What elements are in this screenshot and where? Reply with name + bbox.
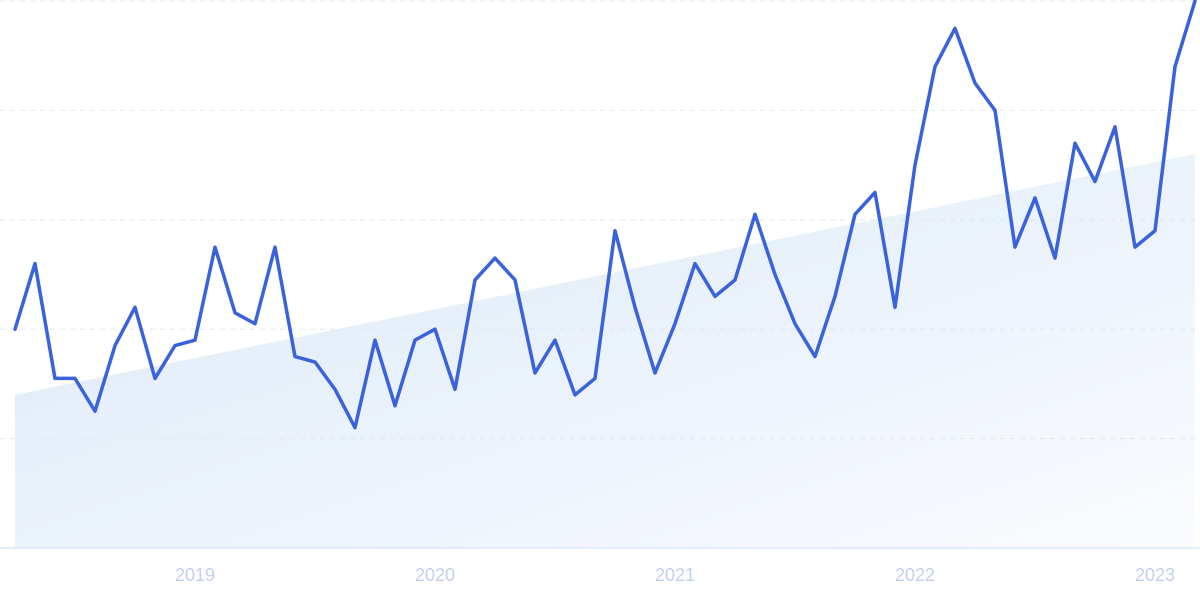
line xyxy=(13,0,1197,430)
x-tick-label: 2019 xyxy=(175,565,215,585)
x-tick-label: 2021 xyxy=(655,565,695,585)
x-tick-label: 2022 xyxy=(895,565,935,585)
trend-area xyxy=(15,154,1195,548)
x-tick-label: 2020 xyxy=(415,565,455,585)
x-tick-label: 2023 xyxy=(1135,565,1175,585)
